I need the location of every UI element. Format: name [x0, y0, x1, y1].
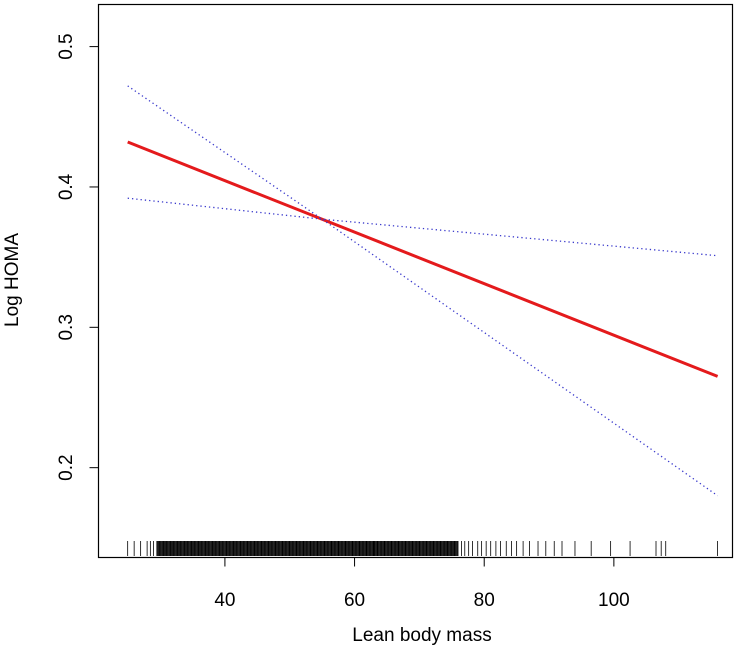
x-axis-title: Lean body mass	[352, 625, 491, 646]
fit-line	[127, 140, 719, 378]
ci-lower-line	[127, 197, 718, 257]
y-axis: 0.2 0.3 0.4 0.5	[56, 33, 99, 481]
x-axis: 40 60 80 100	[214, 557, 630, 611]
y-tick-label: 0.3	[56, 314, 77, 340]
x-tick-label: 40	[214, 590, 235, 611]
x-tick-label: 100	[598, 590, 630, 611]
y-tick-label: 0.5	[56, 33, 77, 59]
rug-plot	[127, 541, 718, 556]
y-tick-label: 0.2	[56, 454, 77, 480]
y-tick-label: 0.4	[56, 173, 77, 200]
x-tick-label: 80	[474, 590, 495, 611]
series-group	[127, 85, 719, 497]
plot-frame	[97, 3, 734, 559]
ci-upper-line	[127, 85, 718, 497]
x-tick-label: 60	[344, 590, 365, 611]
y-axis-title: Log HOMA	[2, 233, 23, 327]
